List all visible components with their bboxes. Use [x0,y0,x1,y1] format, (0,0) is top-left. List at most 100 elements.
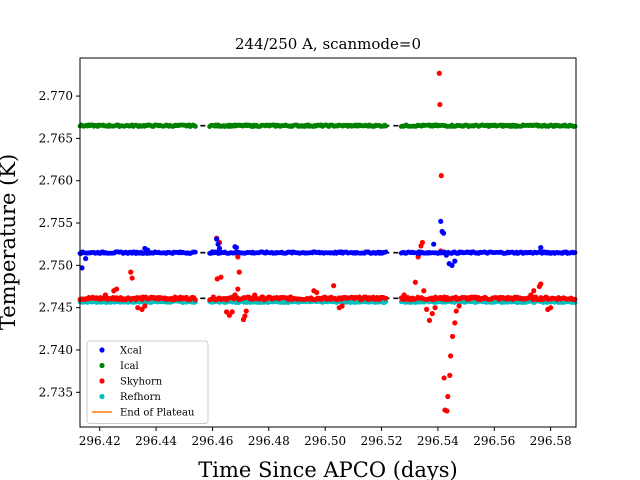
y-axis: 2.735 2.740 2.745 2.750 2.755 2.760 2.765 2.770 [39,89,80,399]
data-point [548,305,554,311]
y-tick-label: 2.735 [39,385,73,399]
y-tick-label: 2.770 [39,89,73,103]
data-point [314,289,320,296]
data-point [432,305,438,311]
legend-label: Xcal [120,346,142,357]
data-point [214,236,220,242]
legend-box [86,340,209,424]
x-tick-label: 296.44 [135,434,177,448]
data-point [193,249,198,255]
data-point [383,123,389,129]
data-point [401,292,407,298]
data-point [145,247,151,253]
y-tick-label: 2.760 [39,174,73,188]
data-point [216,245,223,252]
x-axis: 296.42 296.44 296.46 296.48 296.50 296.52 296.… [79,427,572,448]
data-point [135,305,141,311]
data-point [449,333,456,340]
data-point [456,303,462,309]
data-point [572,123,578,129]
data-point [528,292,534,298]
legend-swatch [99,362,105,369]
data-point [236,269,242,275]
data-point [438,173,444,179]
x-tick-label: 296.50 [304,434,346,448]
data-point [452,258,458,264]
y-tick-label: 2.750 [39,258,73,272]
data-point [437,101,443,108]
x-tick-label: 296.48 [248,434,290,448]
data-point [452,320,458,326]
y-tick-label: 2.745 [39,301,73,315]
legend-label: End of Plateau [120,408,195,419]
data-point [339,303,345,309]
x-tick-label: 296.52 [361,434,403,448]
x-tick-label: 296.42 [79,434,121,448]
series-ical [77,122,578,129]
data-point [538,281,544,287]
data-point [128,269,134,275]
data-point [572,296,578,302]
data-point [383,249,389,255]
x-tick-label: 296.54 [417,434,459,448]
data-point [445,393,451,400]
data-point [383,295,389,301]
data-point [129,275,135,281]
x-tick-label: 296.58 [530,434,572,448]
y-tick-label: 2.755 [39,216,73,230]
data-point [424,306,430,312]
data-point [447,353,454,359]
data-point [215,241,221,247]
data-point [323,296,330,302]
plot-frame [79,57,577,428]
series-skyhorn [77,70,578,414]
data-point [114,286,120,292]
legend-swatch [99,393,105,400]
data-point [242,313,248,319]
data-point [79,265,85,271]
data-point [453,308,459,314]
data-point [538,244,544,251]
data-point [252,292,258,298]
data-point [235,286,241,292]
data-point [444,408,450,414]
data-point [83,255,89,262]
x-tick-label: 296.56 [473,434,515,448]
legend-swatch [99,347,105,353]
data-point [443,252,449,258]
data-point [331,283,337,289]
data-point [412,279,418,285]
data-point [426,317,433,323]
plot-area [77,70,578,414]
legend-label: Ical [120,361,139,372]
chart-title: 244/250 A, scanmode=0 [235,35,421,53]
data-point [102,292,108,298]
data-point [218,274,224,280]
data-point [441,375,447,381]
data-point [449,262,455,268]
legend-label: Skyhorn [120,377,163,388]
x-axis-label: Time Since APCO (days) [198,458,457,480]
legend-label: Refhorn [120,392,161,403]
data-point [440,230,447,236]
data-point [235,254,241,260]
data-point [447,372,453,378]
x-tick-label: 296.46 [191,434,233,448]
data-point [233,244,240,251]
legend-swatch [99,378,105,384]
data-point [232,292,238,298]
data-point [419,239,426,246]
data-point [436,70,442,76]
data-point [407,296,413,302]
data-point [572,250,578,255]
data-point [243,308,249,314]
data-point [193,297,198,303]
data-point [421,288,427,294]
y-tick-label: 2.740 [39,343,73,357]
y-axis-label: Temperature (K) [0,154,20,330]
data-point [438,218,444,224]
data-point [431,241,437,247]
y-tick-label: 2.765 [39,131,73,145]
data-point [229,309,235,315]
